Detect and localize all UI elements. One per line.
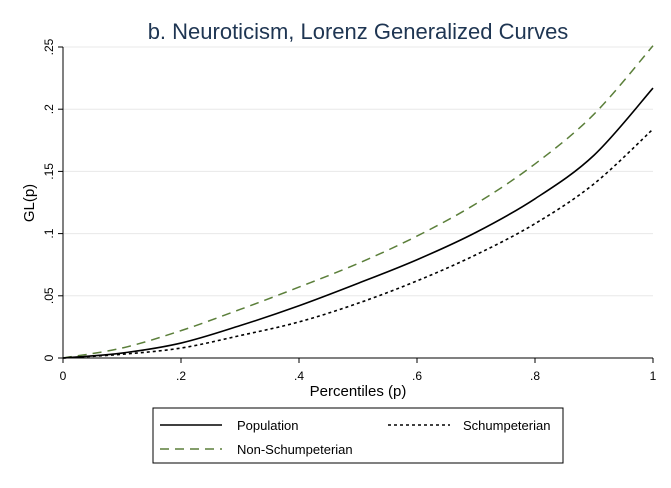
legend-label-population: Population [237, 418, 298, 433]
series-line-population [62, 87, 654, 359]
legend-label-non-schumpeterian: Non-Schumpeterian [237, 442, 353, 457]
x-tick-label: .6 [412, 369, 422, 383]
chart-title: b. Neuroticism, Lorenz Generalized Curve… [148, 19, 569, 44]
series-lines [62, 45, 654, 359]
y-tick-label: .2 [42, 104, 56, 114]
y-tick-label: .15 [42, 163, 56, 180]
y-axis-label: GL(p) [21, 184, 38, 222]
x-axis-label: Percentiles (p) [310, 383, 407, 400]
legend: Population Schumpeterian Non-Schumpeterian [152, 407, 564, 464]
y-tick-label: .25 [42, 38, 56, 55]
x-tick-label: 1 [650, 369, 657, 383]
x-tick-label: .2 [176, 369, 186, 383]
axes: 0 .05 .1 .15 .2 .25 0 .2 .4 .6 .8 1 [42, 38, 657, 383]
grid [63, 46, 653, 297]
series-line-schumpeterian [62, 128, 654, 359]
x-tick-label: 0 [60, 369, 67, 383]
y-tick-label: 0 [42, 354, 56, 361]
legend-label-schumpeterian: Schumpeterian [463, 418, 550, 433]
y-tick-label: .1 [42, 228, 56, 238]
legend-box [152, 407, 564, 464]
x-tick-label: .8 [530, 369, 540, 383]
x-tick-label: .4 [294, 369, 304, 383]
series-line-non-schumpeterian [62, 45, 654, 359]
y-tick-label: .05 [42, 287, 56, 304]
